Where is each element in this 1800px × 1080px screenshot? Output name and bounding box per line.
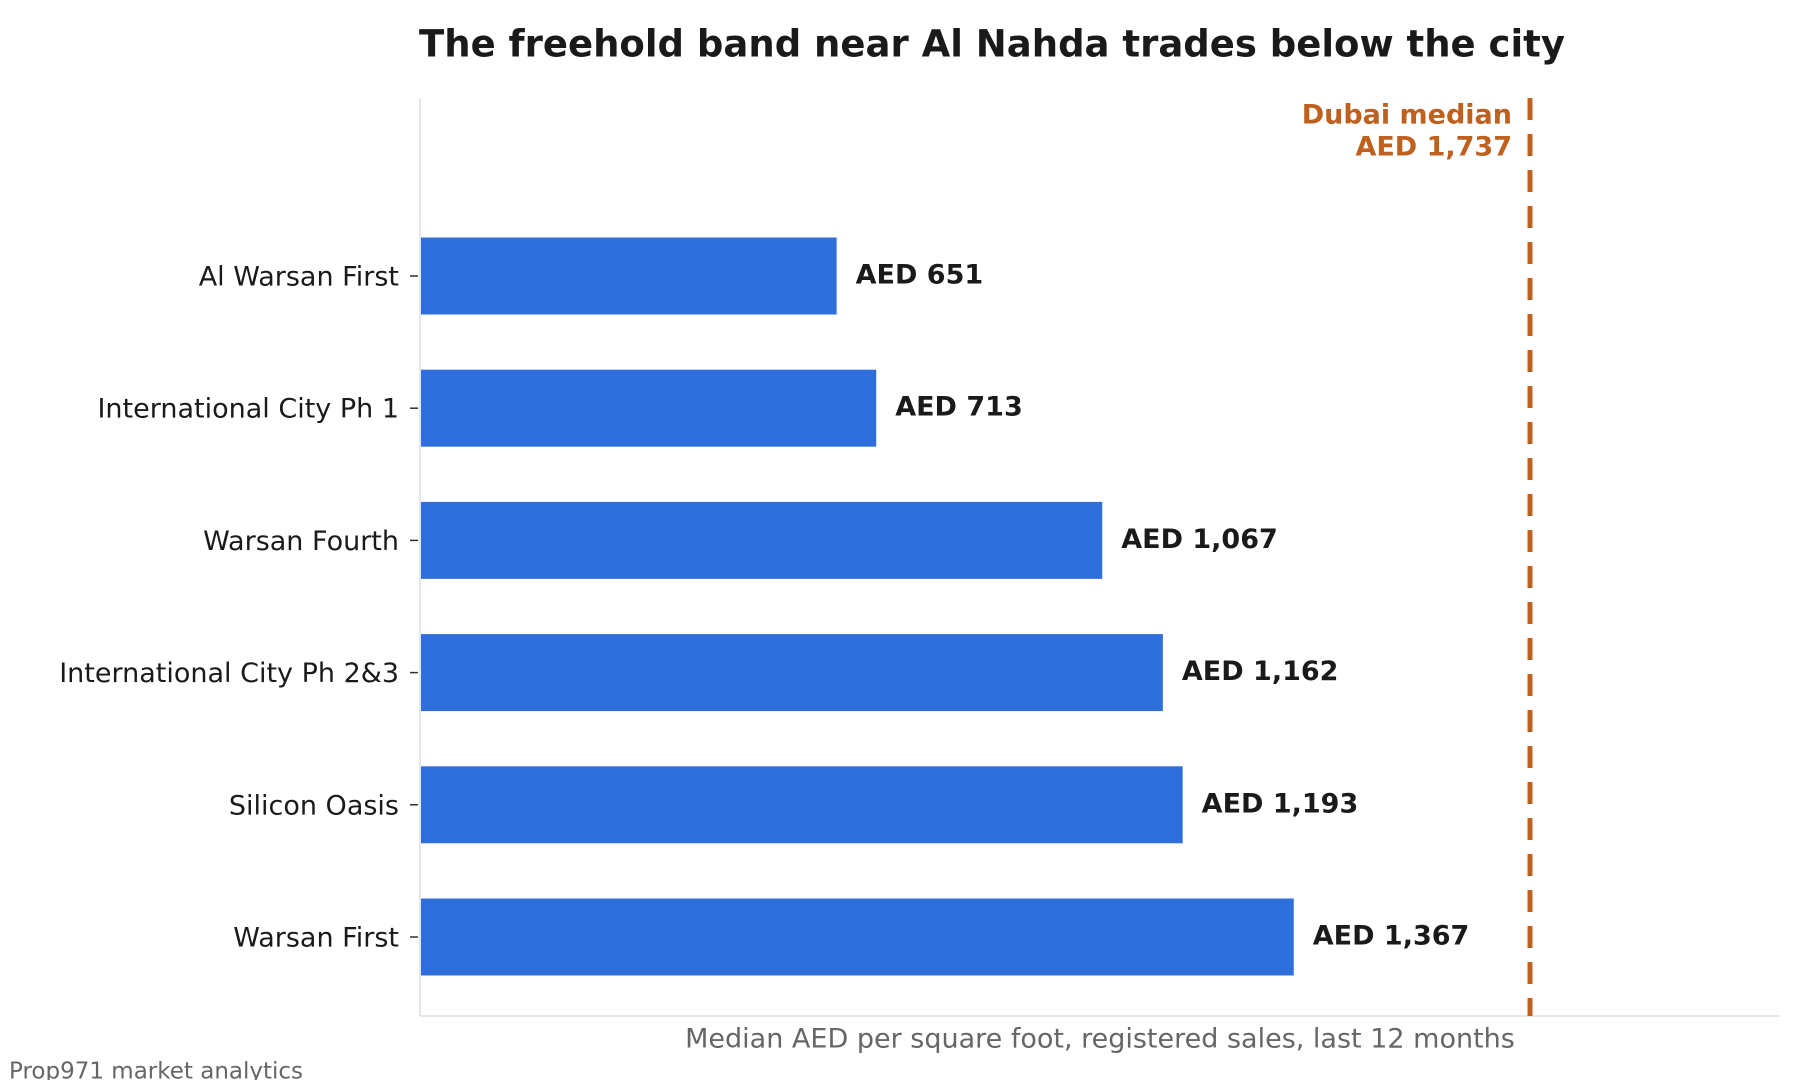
- value-label: AED 713: [895, 392, 1023, 423]
- y-tick-label: Warsan First: [233, 923, 399, 954]
- bar: [421, 501, 1103, 579]
- bar: [421, 898, 1294, 976]
- value-label: AED 1,193: [1202, 788, 1359, 819]
- chart-title: The freehold band near Al Nahda trades b…: [419, 23, 1565, 66]
- y-tick-label: International City Ph 2&3: [59, 658, 399, 689]
- y-tick-label: Silicon Oasis: [229, 790, 399, 821]
- value-label: AED 1,067: [1121, 524, 1278, 555]
- bar: [421, 766, 1183, 844]
- bar: [421, 237, 837, 315]
- x-axis-label: Median AED per square foot, registered s…: [685, 1024, 1515, 1055]
- y-tick-label: Al Warsan First: [199, 262, 399, 293]
- source: Prop971 market analytics: [9, 1059, 303, 1080]
- bar: [421, 369, 877, 447]
- value-label: AED 1,162: [1182, 656, 1339, 687]
- y-tick-label: International City Ph 1: [97, 394, 399, 425]
- bar: [421, 634, 1163, 712]
- reference-label: Dubai median: [1302, 100, 1512, 131]
- value-label: AED 1,367: [1313, 921, 1470, 952]
- reference-label: AED 1,737: [1355, 132, 1512, 163]
- y-tick-label: Warsan Fourth: [203, 526, 399, 557]
- value-label: AED 651: [856, 260, 984, 291]
